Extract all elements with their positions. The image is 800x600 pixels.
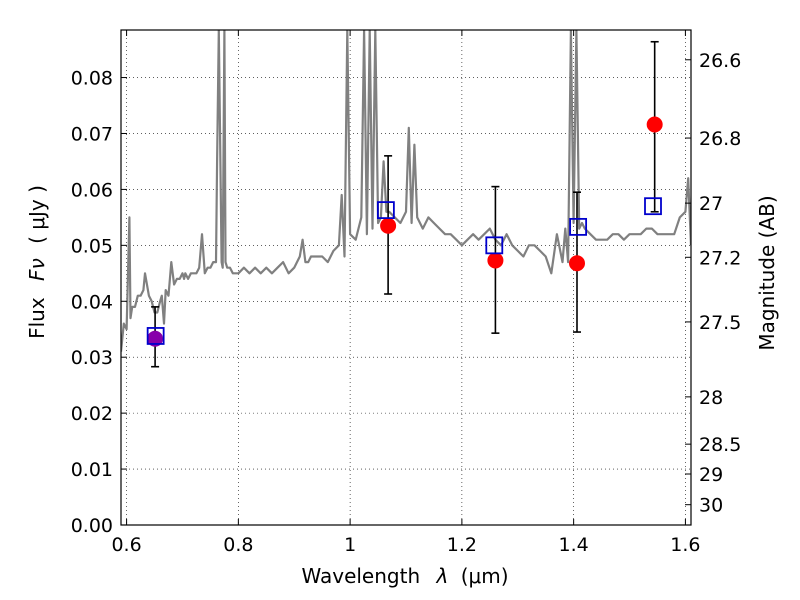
- right-tick-label: 26.6: [699, 50, 741, 72]
- right-axis-label: Magnitude (AB): [755, 195, 779, 350]
- right-tick-label: 28.5: [699, 434, 741, 456]
- data-markers: [146, 116, 663, 347]
- blue-square-point: [146, 327, 165, 345]
- y-axis-label: Flux Fν ( μJy ): [25, 185, 49, 339]
- x-tick-label: 1.4: [559, 534, 589, 556]
- right-tick-label: 28: [699, 387, 723, 409]
- y-tick-label: 0.04: [71, 291, 113, 313]
- x-tick-label: 0.8: [223, 534, 253, 556]
- spectrum-polyline: [121, 30, 691, 352]
- red-circle-point: [487, 252, 504, 269]
- y-tick-label: 0.02: [71, 403, 113, 425]
- plot-frame: [120, 29, 692, 526]
- red-circle-point: [646, 116, 663, 133]
- x-axis-label: Wavelength λ (μm): [301, 564, 508, 588]
- error-bars: [151, 40, 659, 368]
- x-tick-label: 0.6: [111, 534, 141, 556]
- y-tick-label: 0.05: [71, 235, 113, 257]
- y-tick-label: 0.08: [71, 68, 113, 90]
- right-tick-label: 27.2: [699, 247, 741, 269]
- right-tick-label: 26.8: [699, 128, 741, 150]
- x-tick-label: 1.6: [670, 534, 700, 556]
- blue-square-point: [569, 217, 588, 236]
- y-tick-label: 0.01: [71, 459, 113, 481]
- x-tick-label: 1: [344, 534, 356, 556]
- grid-lines: [121, 30, 691, 526]
- spectrum-line: [121, 30, 691, 352]
- y-tick-label: 0.03: [71, 347, 113, 369]
- red-circle-point: [569, 255, 585, 272]
- x-tick-label: 1.2: [447, 534, 477, 556]
- blue-square-point: [644, 197, 662, 216]
- right-tick-label: 27: [699, 193, 723, 215]
- y-tick-label: 0.07: [71, 123, 113, 145]
- right-tick-label: 29: [699, 464, 723, 486]
- y-tick-label: 0.00: [71, 515, 113, 537]
- y-tick-label: 0.06: [71, 179, 113, 201]
- red-circle-point: [380, 217, 397, 234]
- blue-square-point: [485, 236, 504, 255]
- blue-square-point: [376, 201, 395, 220]
- axis-ticks: 0.6 0.8 1 1.2 1.4 1.6 0.00 0.01 0.02 0.03 0.04 0.05…: [71, 30, 741, 556]
- right-tick-label: 27.5: [699, 312, 741, 334]
- right-tick-label: 30: [699, 495, 723, 517]
